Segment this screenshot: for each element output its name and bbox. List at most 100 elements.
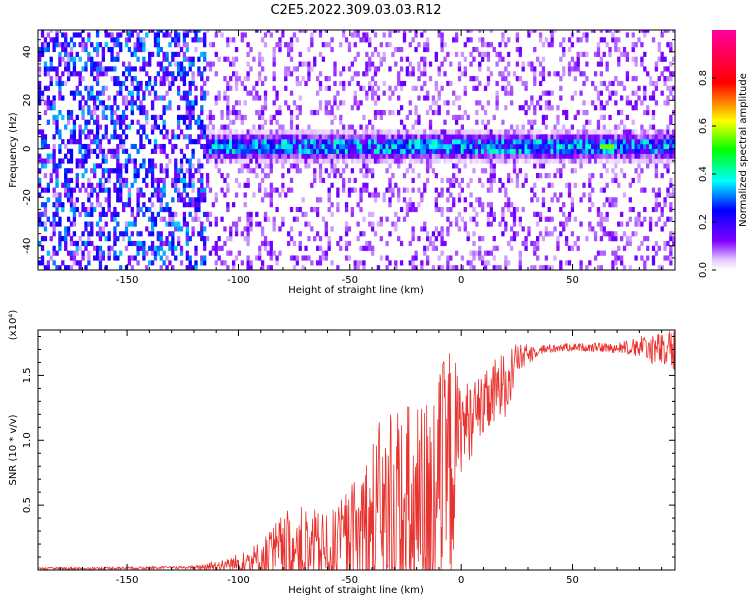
spectrogram-cell xyxy=(40,211,45,217)
spectrogram-cell xyxy=(347,42,352,48)
spectrogram-cell xyxy=(116,158,120,164)
spectrogram-cell xyxy=(243,134,247,140)
spectrogram-cell xyxy=(640,148,644,154)
spectrogram-cell xyxy=(90,187,94,193)
spectrogram-cell xyxy=(101,66,105,72)
spectrogram-cell xyxy=(521,134,525,140)
spectrogram-cell xyxy=(504,139,508,145)
spectrogram-cell xyxy=(38,211,42,217)
spectrogram-cell xyxy=(547,265,551,270)
spectrogram-cell xyxy=(431,158,436,164)
spectrogram-cell xyxy=(446,80,450,87)
spectrogram-cell xyxy=(550,30,554,33)
spectrogram-cell xyxy=(440,61,444,67)
spectrogram-cell xyxy=(72,32,77,38)
spectrogram-cell xyxy=(405,134,410,140)
spectrogram-cell xyxy=(414,105,418,111)
spectrogram-cell xyxy=(556,129,560,135)
spectrogram-cell xyxy=(81,110,85,116)
spectrogram-cell xyxy=(223,134,227,140)
spectrogram-cell xyxy=(411,168,415,174)
spectrogram-cell xyxy=(640,100,644,106)
spectrogram-cell xyxy=(388,42,392,48)
spectrogram-cell xyxy=(121,30,126,33)
spectrogram-cell xyxy=(611,265,615,270)
spectrogram-cell xyxy=(672,30,675,33)
spectrogram-cell xyxy=(562,71,566,77)
spectrogram-cell xyxy=(223,153,227,159)
spectrogram-cell xyxy=(591,143,595,150)
spectrogram-cell xyxy=(315,206,320,213)
spectrogram-cell xyxy=(550,32,554,38)
spectrogram-cell xyxy=(538,61,543,67)
spectrogram-cell xyxy=(69,187,74,193)
spectrogram-cell xyxy=(232,139,236,145)
spectrogram-cell xyxy=(205,124,210,130)
spectrogram-cell xyxy=(507,197,511,203)
spectrogram-cell xyxy=(541,158,546,164)
spectrogram-cell xyxy=(481,206,485,213)
spectrogram-cell xyxy=(449,139,453,145)
spectrogram-cell xyxy=(307,221,311,227)
spectrogram-cell xyxy=(159,177,163,184)
spectrogram-cell xyxy=(176,66,181,72)
spectrogram-cell xyxy=(139,30,143,33)
spectrogram-cell xyxy=(588,148,592,154)
spectrogram-cell xyxy=(605,231,609,237)
spectrogram-cell xyxy=(550,42,554,48)
spectrogram-cell xyxy=(588,206,592,213)
spectrogram-cell xyxy=(651,245,656,251)
spectrogram-cell xyxy=(200,37,204,43)
spectrogram-cell xyxy=(185,255,189,261)
spectrogram-cell xyxy=(330,158,334,164)
spectrogram-cell xyxy=(538,211,543,217)
spectrogram-cell xyxy=(562,51,566,57)
spectrogram-cell xyxy=(156,37,161,43)
spectrogram-cell xyxy=(72,90,77,96)
spectrogram-cell xyxy=(359,143,363,150)
spectrogram-cell xyxy=(58,129,62,135)
spectrogram-cell xyxy=(81,153,85,159)
spectrogram-cell xyxy=(657,265,661,270)
spectrogram-cell xyxy=(394,129,398,135)
x-tick-label: -50 xyxy=(342,575,358,586)
spectrogram-cell xyxy=(489,206,493,213)
spectrogram-cell xyxy=(339,119,343,125)
spectrogram-cell xyxy=(55,192,59,198)
spectrogram-cell xyxy=(414,265,418,270)
spectrogram-cell xyxy=(75,85,79,91)
spectrogram-cell xyxy=(672,143,675,150)
spectrogram-cell xyxy=(136,231,140,237)
spectrogram-cell xyxy=(124,76,129,82)
spectrogram-cell xyxy=(124,37,129,43)
spectrogram-cell xyxy=(234,226,239,232)
spectrogram-cell xyxy=(385,240,389,247)
spectrogram-cell xyxy=(585,119,589,125)
spectrogram-cell xyxy=(339,129,343,135)
spectrogram-cell xyxy=(182,32,187,38)
spectrogram-cell xyxy=(457,76,462,82)
spectrogram-cell xyxy=(344,134,349,140)
spectrogram-cell xyxy=(414,148,418,154)
spectrogram-cell xyxy=(434,56,438,62)
spectrogram-cell xyxy=(243,32,247,38)
spectrogram-cell xyxy=(304,153,308,159)
spectrogram-cell xyxy=(391,134,395,140)
spectrogram-cell xyxy=(388,148,392,154)
spectrogram-cell xyxy=(313,139,317,145)
spectrogram-cell xyxy=(208,139,213,145)
spectrogram-cell xyxy=(593,51,598,57)
spectrogram-cell xyxy=(159,192,163,198)
spectrogram-cell xyxy=(69,202,74,208)
spectrogram-cell xyxy=(52,202,56,208)
spectrogram-cell xyxy=(637,85,641,91)
spectrogram-cell xyxy=(84,134,88,140)
spectrogram-cell xyxy=(269,153,273,159)
spectrogram-cell xyxy=(585,236,589,242)
spectrogram-cell xyxy=(113,110,117,116)
spectrogram-cell xyxy=(423,153,427,159)
spectrogram-cell xyxy=(515,143,520,150)
spectrogram-cell xyxy=(646,148,650,154)
spectrogram-cell xyxy=(495,265,499,270)
spectrogram-cell xyxy=(544,173,548,179)
